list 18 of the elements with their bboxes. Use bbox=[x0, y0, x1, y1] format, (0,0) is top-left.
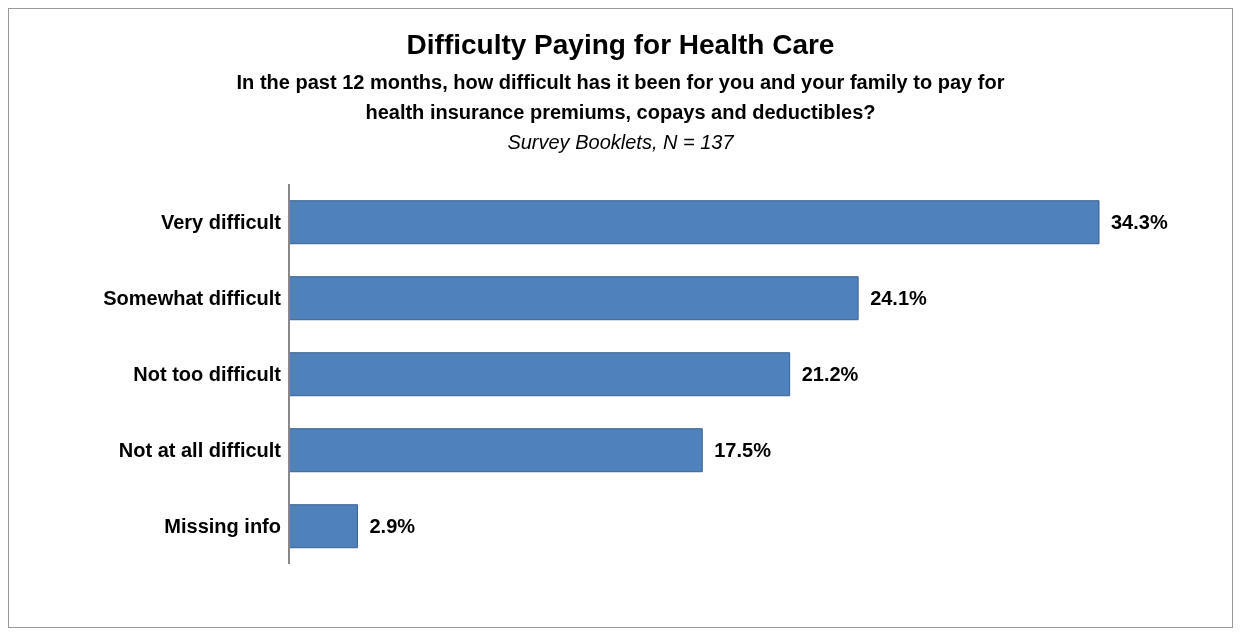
text: Survey Booklets, N = 137 bbox=[506, 131, 735, 154]
bar bbox=[288, 428, 703, 473]
bar bbox=[288, 200, 1100, 245]
data-label: 2.9% bbox=[369, 515, 416, 538]
y-tick-label: Not too difficult bbox=[133, 363, 282, 386]
y-tick-label: Missing info bbox=[164, 515, 281, 538]
data-label: 17.5% bbox=[714, 439, 772, 462]
data-label: 21.2% bbox=[801, 363, 859, 386]
bar bbox=[288, 352, 791, 397]
chart-title: Difficulty Paying for Health Care bbox=[405, 29, 836, 61]
data-label: 34.3% bbox=[1111, 211, 1168, 234]
y-tick-label: Very difficult bbox=[160, 211, 282, 234]
data-label: 24.1% bbox=[870, 287, 928, 310]
chart-subtitle: In the past 12 months, how difficult has it been for you and your family to pay for health insurance premiums, copays and deductibles? bbox=[235, 70, 1006, 125]
y-tick-label: Not at all difficult bbox=[118, 439, 282, 462]
bar bbox=[288, 504, 358, 549]
bar bbox=[288, 276, 859, 321]
y-tick-label: Somewhat difficult bbox=[103, 287, 282, 310]
